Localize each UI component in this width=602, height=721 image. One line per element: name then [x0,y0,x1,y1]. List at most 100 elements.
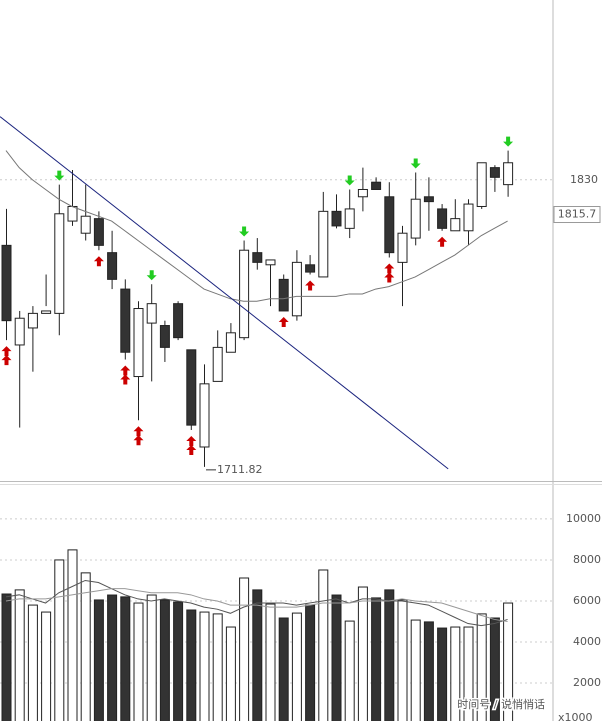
y-tick-label: 1830 [570,173,598,186]
volume-bar [344,620,355,721]
sell-arrow [410,158,421,169]
candle-body [450,218,461,232]
y-tick-label: 10000 [566,512,601,525]
candle-body [159,325,170,348]
volume-bar [278,617,289,721]
candle-body [423,196,434,203]
candle-body [93,218,104,246]
volume-bar [318,569,329,721]
volume-bar [186,609,197,721]
sell-arrow [344,175,355,186]
candle-body [371,181,382,190]
buy-arrow [133,435,144,446]
buy-arrow [1,346,12,357]
candle-body [357,188,368,198]
volume-bar [107,594,118,721]
sell-arrow [503,136,514,147]
candle-body [344,208,355,229]
candle-body [199,383,210,448]
volume-bar [54,559,65,721]
candle-body [384,196,395,254]
volume-bar [146,594,157,721]
volume-bar [463,626,474,721]
volume-bar [291,612,302,721]
buy-arrow [384,263,395,274]
candle-body [410,198,421,239]
candle-body [173,303,184,339]
volume-bar [199,611,210,721]
volume-bar [225,626,236,721]
sell-arrow [146,270,157,281]
volume-bar [252,589,263,721]
buy-arrow [1,355,12,366]
candle-body [80,215,91,234]
volume-bar [159,599,170,721]
candle-body [463,203,474,232]
volume-ma [5,588,508,622]
candle-body [291,261,302,317]
volume-bar [80,572,91,721]
volume-bar [265,603,276,721]
sell-arrow [54,170,65,181]
candle-body [503,162,514,186]
low-label: 1711.82 [217,463,263,476]
candle-body [318,210,329,278]
candle-body [476,162,487,207]
volume-bar [489,617,500,721]
volume-bar [133,602,144,721]
candle-body [331,210,342,227]
volume-bar [410,619,421,721]
volume-bar [120,596,131,721]
volume-ma [5,579,508,627]
y-tick-label: 2000 [573,676,601,689]
candle-body [265,259,276,266]
volume-bar [331,594,342,721]
trend-line [0,116,449,470]
volume-bar [27,604,38,721]
y-tick-label: 6000 [573,594,601,607]
candle-body [252,252,263,263]
volume-bar [423,621,434,721]
y-tick-label: 8000 [573,553,601,566]
candle-body [489,167,500,178]
volume-bar [212,613,223,721]
candle-body [14,317,25,346]
volume-bar [14,589,25,721]
volume-bar [305,604,316,721]
moving-average [5,150,508,302]
volume-bar [173,601,184,721]
candle-body [278,278,289,312]
candle-body [67,205,78,222]
candle-body [212,346,223,382]
volume-bar [239,577,250,721]
candle-body [133,308,144,378]
volume-bar [1,593,12,721]
buy-arrow [133,426,144,437]
volume-bar [476,613,487,721]
candle-body [1,244,12,322]
candle-body [225,332,236,353]
buy-arrow [93,256,104,267]
candle-body [437,208,448,229]
volume-bar [384,589,395,721]
candle-body [41,310,52,314]
watermark: 时间号 / 说悄悄话 [457,697,545,711]
buy-arrow [305,280,316,291]
candle-body [27,312,38,329]
buy-arrow [186,444,197,455]
buy-arrow [278,316,289,327]
candle-body [120,288,131,353]
buy-arrow [437,236,448,247]
candle-body [146,303,157,324]
buy-arrow [186,435,197,446]
y-tick-label: 4000 [573,635,601,648]
buy-arrow [120,365,131,376]
volume-bar [437,627,448,721]
candle-body [107,252,118,280]
volume-bar [450,626,461,721]
candle-body [397,232,408,263]
volume-bar [41,611,52,721]
last-price-box [553,206,601,224]
volume-bar [93,599,104,721]
